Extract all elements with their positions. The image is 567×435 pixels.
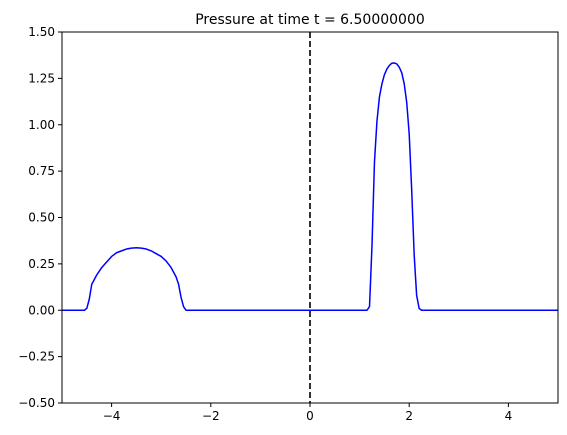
x-tick-label: 0 [306, 409, 314, 423]
y-tick-label: 1.25 [28, 71, 55, 85]
y-tick-label: 1.00 [28, 118, 55, 132]
y-tick-label: 0.00 [28, 303, 55, 317]
x-tick-label: 4 [505, 409, 513, 423]
pressure-line [62, 62, 558, 311]
y-tick-label: −0.50 [18, 396, 55, 410]
y-tick-label: 0.50 [28, 211, 55, 225]
y-tick-label: 1.50 [28, 25, 55, 39]
axes-frame [61, 31, 559, 404]
y-tick-label: −0.25 [18, 350, 55, 364]
y-tick-label: 0.25 [28, 257, 55, 271]
x-tick-label: −2 [202, 409, 220, 423]
y-tick-label: 0.75 [28, 164, 55, 178]
ticks-layer: −4 −2 0 2 4 −0.50 −0.25 0.00 0.25 0.50 0.75 1.00 1.2… [18, 25, 512, 423]
plot-area [62, 32, 558, 403]
chart-title: Pressure at time t = 6.50000000 [195, 12, 425, 28]
x-tick-label: 2 [405, 409, 413, 423]
x-tick-label: −4 [103, 409, 121, 423]
